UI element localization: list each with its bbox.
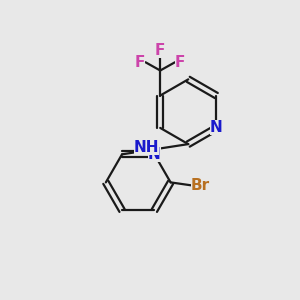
Text: F: F: [155, 43, 165, 58]
Text: Br: Br: [191, 178, 210, 193]
Text: N: N: [210, 120, 223, 135]
Text: F: F: [175, 55, 185, 70]
Text: N: N: [148, 147, 161, 162]
Text: NH: NH: [134, 140, 159, 155]
Text: F: F: [135, 55, 146, 70]
